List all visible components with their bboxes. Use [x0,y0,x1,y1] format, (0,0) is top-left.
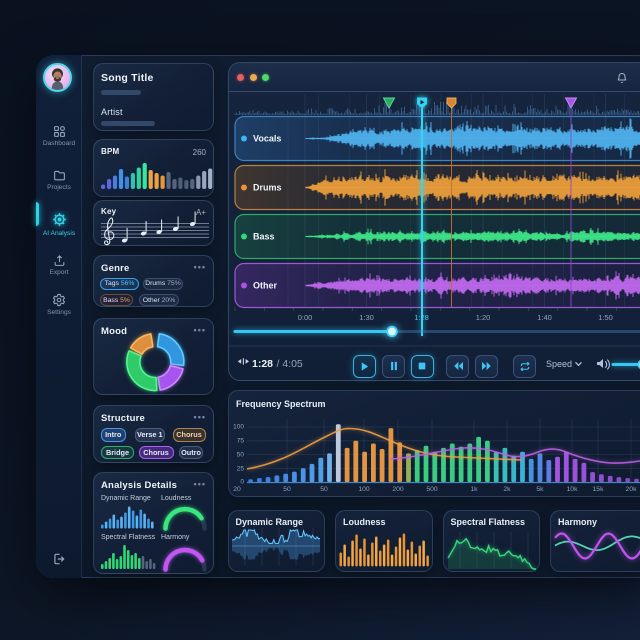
svg-text:Drums: Drums [253,183,282,193]
svg-text:1:28: 1:28 [252,358,273,370]
svg-text:Bass: Bass [253,232,275,242]
svg-text:/ 4:05: / 4:05 [277,358,303,370]
svg-text:Speed: Speed [546,359,572,369]
svg-text:Other: Other [253,281,278,291]
svg-text:Vocals: Vocals [253,134,281,144]
